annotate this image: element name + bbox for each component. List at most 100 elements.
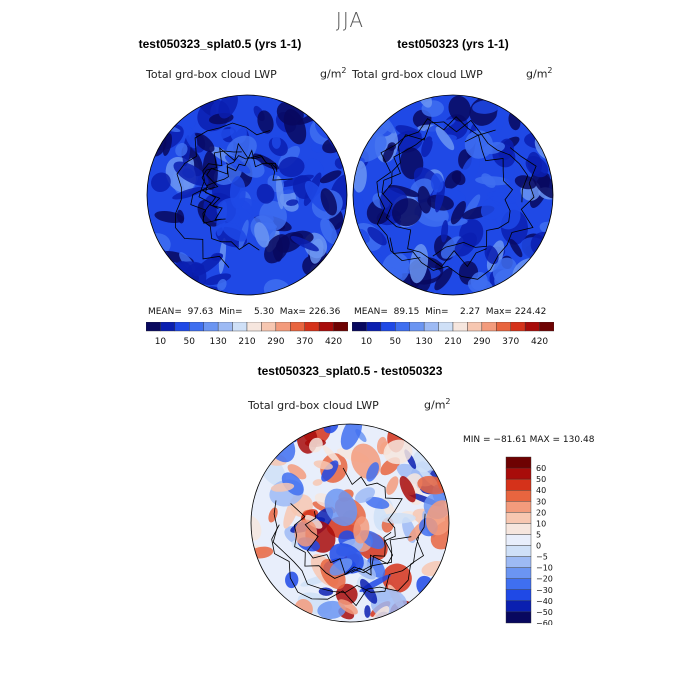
panel2-map-patch: [475, 176, 511, 186]
panel1-map-patch: [257, 110, 274, 134]
panel3-map-patch: [321, 460, 339, 482]
panel3-colorbar-tick-label: −30: [536, 586, 553, 595]
panel2-variable-label: Total grd-box cloud LWP: [352, 68, 483, 81]
panel3-map-coastline: [271, 513, 426, 607]
panel1-map-patch: [311, 95, 331, 115]
panel3-colorbar-tick-label: −10: [536, 564, 553, 573]
panel2-map-coastline: [382, 119, 529, 203]
panel1-map-patch: [172, 186, 207, 200]
panel3-map-coastline: [342, 467, 403, 576]
panel3-colorbar-swatch: [505, 501, 532, 513]
panel2-map-patch: [527, 151, 542, 175]
panel3-colorbar-swatch: [505, 567, 532, 579]
panel3-colorbar-tick-label: 40: [536, 486, 546, 495]
panel2-map-patch: [354, 95, 378, 106]
panel3-colorbar-swatch: [505, 611, 532, 624]
panel2-map-patch: [503, 283, 525, 295]
panel2-map-patch: [434, 267, 453, 291]
panel3-map-patch: [318, 587, 334, 596]
panel2-map-patch: [539, 284, 552, 295]
panel3-map-patch: [312, 479, 323, 486]
panel2-colorbar-swatch: [423, 322, 439, 332]
panel2-title: test050323 (yrs 1-1): [397, 37, 509, 51]
panel3-colorbar-tick-label: 0: [536, 542, 541, 551]
panel3-map-patch: [251, 587, 267, 612]
panel1-map-coastline: [205, 149, 277, 221]
panel2-map-patch: [430, 173, 444, 193]
panel1-map-patch: [151, 172, 171, 193]
panel1-colorbar-tick-label: 370: [296, 337, 313, 347]
panel2-map-patch: [367, 226, 387, 246]
panel1-map-patch: [193, 133, 215, 153]
panel1-map-patch: [278, 174, 314, 188]
panel1-map-outline: [146, 94, 348, 296]
panel2-map-coastline: [376, 116, 496, 262]
panel3-map-patch: [322, 445, 342, 465]
panel3-map: [250, 423, 450, 623]
panel2-map-patch: [509, 238, 523, 258]
panel2-map-patch: [353, 266, 367, 295]
panel2-colorbar-tick-label: 210: [444, 337, 461, 347]
panel2-colorbar-tick-label: 370: [502, 337, 519, 347]
panel2-map-coastline: [381, 137, 487, 268]
panel1-map-patch: [229, 176, 246, 210]
panel2-map-patch: [525, 99, 548, 116]
panel1-map-patch: [319, 170, 342, 184]
panel3-map-outline: [250, 423, 450, 623]
panel1-colorbar-tick-label: 420: [325, 337, 342, 347]
panel2-map-patch: [450, 201, 466, 225]
panel1-map-patch: [154, 210, 185, 223]
panel1-map-patch: [147, 243, 156, 281]
panel3-map-coastline: [272, 500, 420, 593]
panel3-map-patch: [251, 515, 262, 541]
panel2-map-coastline: [389, 147, 537, 280]
panel1-map-patch: [271, 135, 281, 149]
panel1-map-patch: [158, 267, 173, 295]
panel1-map-patch: [180, 286, 189, 295]
panel3-map-patch: [366, 462, 379, 482]
panel2-colorbar-swatch: [539, 322, 554, 332]
panel3-map-patch: [386, 476, 399, 495]
panel1-colorbar-tick-label: 50: [184, 337, 196, 347]
panel2-map-patch: [440, 220, 449, 243]
panel2-colorbar-swatch: [366, 322, 382, 332]
panel1-unit: g/m2: [320, 66, 347, 81]
page-title: JJA: [335, 8, 365, 32]
panel3-variable-label: Total grd-box cloud LWP: [248, 399, 379, 412]
panel3-map-patch: [424, 424, 449, 438]
panel1-colorbar-tick-label: 130: [210, 337, 227, 347]
panel2-colorbar-tick-label: 290: [473, 337, 490, 347]
panel3-map-patch: [251, 594, 265, 618]
panel1-colorbar: 1050130210290370420460: [146, 322, 348, 347]
panel3-map-patch: [257, 594, 280, 621]
panel3-title: test050323_splat0.5 - test050323: [257, 364, 443, 378]
panel1-map-patch: [147, 103, 164, 124]
panel3-colorbar-swatch: [505, 523, 532, 535]
panel1-map-patch: [320, 188, 338, 216]
panel3-map-patch: [317, 600, 346, 619]
panel1-map-patch: [162, 133, 173, 156]
panel1-map-patch: [184, 126, 198, 149]
panel1-map-patch: [147, 110, 167, 120]
panel2-map-patch: [513, 277, 528, 295]
panel1-colorbar-tick-label: 10: [155, 337, 167, 347]
panel2-colorbar-swatch: [352, 322, 367, 332]
panel1-colorbar-swatch: [203, 322, 219, 332]
panel3-map-field: [251, 424, 449, 622]
panel1-map-patch: [254, 222, 270, 248]
panel1-colorbar-tick-label: 210: [238, 337, 255, 347]
panel3-map-patch: [338, 599, 358, 615]
panel3-map-patch: [442, 424, 449, 451]
panel1-map-patch: [206, 128, 235, 142]
panel2-map-patch: [451, 171, 466, 186]
panel2-map-patch: [417, 186, 432, 214]
panel2-map-patch: [484, 245, 499, 265]
panel3-colorbar-tick-label: 5: [536, 530, 541, 539]
panel2-map-patch: [454, 232, 477, 257]
panel2-map-patch: [512, 282, 540, 295]
panel3-map-patch: [309, 437, 323, 453]
panel2-colorbar-swatch: [409, 322, 425, 332]
panel1-map-patch: [218, 95, 238, 119]
panel3-map-patch: [251, 610, 264, 622]
